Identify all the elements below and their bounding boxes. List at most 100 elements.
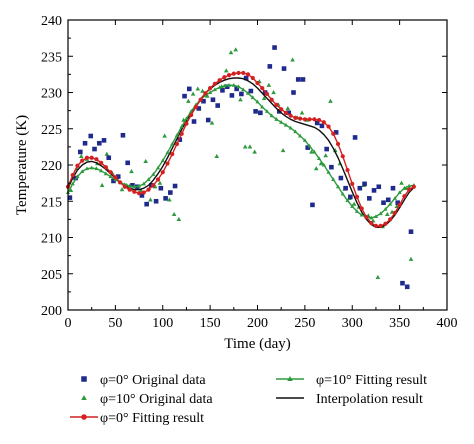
data-point bbox=[88, 133, 94, 139]
data-point bbox=[331, 177, 336, 182]
data-point bbox=[179, 124, 184, 129]
data-point bbox=[299, 110, 305, 115]
y-tick-label: 240 bbox=[41, 14, 62, 29]
data-point bbox=[364, 215, 369, 220]
data-point bbox=[179, 131, 184, 136]
data-point bbox=[264, 109, 270, 113]
data-point bbox=[220, 88, 225, 93]
data-point bbox=[343, 185, 348, 191]
data-point bbox=[141, 181, 146, 186]
data-point bbox=[326, 124, 331, 129]
data-point bbox=[321, 162, 326, 167]
y-tick-label: 235 bbox=[41, 50, 62, 65]
y-axis-title: Temperature (K) bbox=[14, 115, 30, 215]
data-point bbox=[146, 187, 151, 192]
data-point bbox=[195, 86, 201, 91]
data-point bbox=[82, 140, 88, 146]
data-point bbox=[283, 122, 289, 127]
x-tick-label: 250 bbox=[294, 316, 315, 331]
data-point bbox=[407, 183, 412, 188]
data-point bbox=[75, 174, 80, 179]
data-point bbox=[390, 185, 396, 191]
data-point bbox=[228, 50, 234, 55]
y-tick-label: 230 bbox=[41, 87, 62, 102]
data-point bbox=[80, 158, 85, 163]
legend-item-interpolation: Interpolation result bbox=[276, 392, 423, 407]
data-point bbox=[373, 214, 379, 218]
data-point bbox=[385, 197, 391, 203]
data-point bbox=[143, 158, 148, 164]
data-point bbox=[103, 171, 108, 176]
plot-frame bbox=[67, 19, 448, 311]
data-point bbox=[139, 193, 145, 198]
data-point bbox=[190, 91, 196, 96]
data-point bbox=[78, 153, 84, 158]
data-point bbox=[253, 109, 258, 114]
data-point bbox=[295, 77, 301, 82]
x-tick-label: 0 bbox=[65, 316, 72, 331]
data-point bbox=[115, 174, 121, 179]
data-point bbox=[209, 120, 215, 125]
data-point bbox=[252, 149, 257, 154]
data-point bbox=[92, 146, 97, 152]
data-point bbox=[99, 160, 104, 165]
data-point bbox=[266, 82, 272, 87]
data-point bbox=[165, 161, 170, 166]
data-point bbox=[245, 90, 251, 95]
data-point bbox=[354, 194, 360, 199]
y-tick-label: 215 bbox=[41, 195, 62, 210]
x-tick-label: 350 bbox=[389, 316, 410, 331]
legend-symbol bbox=[81, 376, 87, 382]
data-point bbox=[236, 70, 241, 76]
data-point bbox=[313, 166, 319, 171]
data-point bbox=[302, 138, 307, 142]
data-point bbox=[233, 47, 239, 52]
data-point bbox=[331, 131, 336, 136]
y-tick-label: 200 bbox=[41, 304, 62, 319]
data-point bbox=[324, 146, 329, 152]
data-point bbox=[242, 144, 248, 149]
y-tick-label: 210 bbox=[41, 232, 62, 247]
data-point bbox=[373, 223, 379, 228]
data-point bbox=[369, 215, 374, 220]
legend-symbol bbox=[81, 395, 87, 400]
data-point bbox=[186, 98, 191, 103]
data-point bbox=[408, 229, 414, 234]
data-point bbox=[70, 173, 75, 178]
data-point bbox=[279, 107, 284, 112]
data-point bbox=[136, 191, 142, 196]
data-point bbox=[155, 165, 161, 170]
data-point bbox=[170, 141, 175, 146]
data-point bbox=[80, 169, 85, 174]
data-point bbox=[402, 185, 407, 190]
data-point bbox=[96, 140, 102, 146]
data-point bbox=[223, 68, 229, 73]
data-point bbox=[226, 73, 232, 78]
legend-label-phi0-fitting: φ=0° Fitting result bbox=[100, 411, 204, 426]
data-point bbox=[392, 196, 397, 200]
legend-marker-phi10-fitting bbox=[276, 376, 304, 381]
data-point bbox=[138, 187, 144, 193]
data-point bbox=[357, 185, 363, 191]
data-point bbox=[383, 221, 388, 226]
data-point bbox=[245, 72, 251, 77]
x-tick-label: 50 bbox=[108, 316, 122, 331]
data-point bbox=[201, 98, 206, 104]
legend-label-phi10-fitting: φ=10° Fitting result bbox=[316, 373, 427, 388]
data-point bbox=[94, 157, 99, 162]
data-point bbox=[120, 132, 126, 138]
data-point bbox=[326, 169, 331, 174]
data-point bbox=[404, 284, 410, 290]
data-point bbox=[400, 280, 405, 286]
data-point bbox=[345, 167, 350, 173]
data-point bbox=[381, 200, 386, 205]
data-point bbox=[310, 202, 315, 208]
data-point bbox=[359, 206, 364, 211]
data-point bbox=[286, 110, 292, 116]
data-point bbox=[269, 113, 274, 118]
data-point bbox=[348, 194, 353, 200]
data-point bbox=[371, 188, 377, 193]
data-point bbox=[333, 130, 339, 135]
data-point bbox=[182, 93, 187, 99]
